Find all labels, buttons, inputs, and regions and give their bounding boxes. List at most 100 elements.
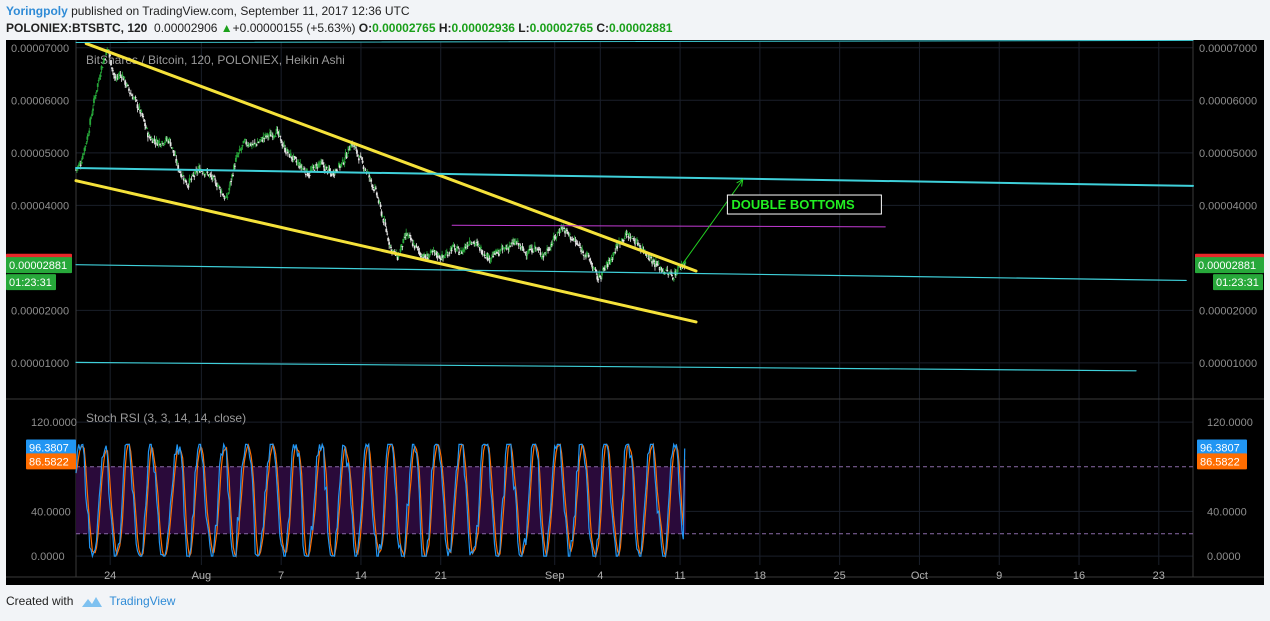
candle-body bbox=[224, 197, 227, 199]
chart-header: Yoringpoly published on TradingView.com,… bbox=[6, 3, 1264, 39]
candle-body bbox=[539, 252, 542, 255]
time-tick-label: 21 bbox=[435, 570, 447, 582]
candle-body bbox=[159, 143, 162, 146]
candle-body bbox=[492, 256, 495, 258]
candle-body bbox=[495, 249, 497, 254]
candle-body bbox=[255, 144, 258, 146]
candle-body bbox=[106, 48, 109, 51]
candle-body bbox=[477, 243, 479, 245]
candle-body bbox=[303, 168, 305, 170]
candle-body bbox=[353, 145, 356, 148]
candle-body bbox=[146, 132, 149, 138]
candle-body bbox=[122, 77, 125, 81]
candle-body bbox=[173, 154, 176, 156]
candle-body bbox=[225, 196, 228, 198]
candle-body bbox=[603, 268, 606, 270]
candle-body bbox=[169, 142, 172, 147]
candle-body bbox=[503, 247, 506, 249]
candle-body bbox=[677, 265, 680, 268]
candle-body bbox=[594, 268, 597, 270]
close-label: C: bbox=[596, 21, 610, 35]
candle-body bbox=[233, 164, 235, 170]
candle-body bbox=[339, 165, 341, 168]
candle-body bbox=[622, 240, 625, 242]
candle-body bbox=[351, 143, 354, 146]
candle-body bbox=[592, 267, 595, 269]
candle-body bbox=[605, 262, 608, 264]
candle-body bbox=[554, 237, 557, 239]
candle-body bbox=[170, 147, 173, 149]
candle-body bbox=[239, 149, 242, 151]
candle-body bbox=[341, 159, 344, 162]
candle-body bbox=[139, 109, 142, 114]
author-link[interactable]: Yoringpoly bbox=[6, 4, 68, 18]
candle-body bbox=[620, 238, 623, 241]
candle-body bbox=[626, 232, 629, 234]
candle-body bbox=[246, 144, 249, 146]
candle-body bbox=[164, 142, 166, 144]
candle-body bbox=[572, 238, 575, 240]
rsi-d-badge-right: 86.5822 bbox=[1197, 453, 1247, 470]
candle-body bbox=[490, 257, 493, 259]
candle-body bbox=[84, 145, 87, 147]
candle-body bbox=[396, 256, 399, 261]
candle-body bbox=[487, 254, 490, 258]
candle-body bbox=[450, 249, 453, 252]
tradingview-logo-icon bbox=[81, 596, 103, 608]
chart-area[interactable]: 0.00007000 0.00006000 0.00005000 0.00004000… bbox=[6, 40, 1264, 585]
candle-body bbox=[237, 152, 240, 155]
candle-body bbox=[213, 175, 216, 177]
candle-body bbox=[77, 164, 80, 166]
candle-body bbox=[87, 135, 90, 137]
chart-svg[interactable]: 0.00007000 0.00006000 0.00005000 0.00004000… bbox=[6, 40, 1264, 585]
candle-body bbox=[128, 88, 130, 91]
candle-body bbox=[551, 242, 554, 244]
candle-body bbox=[496, 251, 498, 254]
countdown-badge-left-text: 01:23:31 bbox=[9, 277, 52, 289]
candle-body bbox=[562, 227, 565, 229]
candle-body bbox=[241, 144, 244, 147]
close-price-badge-right-bg bbox=[1195, 257, 1264, 274]
candle-body bbox=[431, 250, 434, 252]
candle-body bbox=[252, 143, 255, 145]
candle-body bbox=[637, 242, 639, 246]
candle-body bbox=[414, 244, 417, 247]
candle-body bbox=[325, 166, 328, 168]
candle-body bbox=[373, 189, 375, 191]
price-tick-label: 0.00001000 bbox=[1199, 358, 1257, 370]
candle-body bbox=[456, 246, 459, 248]
tradingview-brand-link[interactable]: TradingView bbox=[109, 594, 176, 608]
up-arrow-icon: ▲ bbox=[220, 21, 233, 35]
candle-body bbox=[82, 154, 85, 156]
rsi-k-badge-left-text: 96.3807 bbox=[29, 442, 69, 454]
candle-body bbox=[390, 246, 392, 248]
candle-body bbox=[358, 155, 361, 158]
candle-body bbox=[279, 135, 282, 137]
candle-body bbox=[646, 255, 649, 257]
trendlines bbox=[74, 40, 1194, 372]
candle-body bbox=[249, 142, 251, 145]
candle-body bbox=[581, 248, 584, 250]
candle-body bbox=[111, 70, 114, 72]
candle-body bbox=[236, 155, 239, 157]
candle-body bbox=[174, 154, 177, 156]
candle-body bbox=[103, 58, 106, 61]
candle-body bbox=[110, 60, 112, 66]
candle-body bbox=[79, 164, 82, 166]
candle-body bbox=[253, 142, 256, 144]
candle-body bbox=[182, 178, 185, 181]
candle-body bbox=[583, 255, 585, 257]
trendline-resistance-magenta bbox=[451, 224, 886, 228]
rsi-d-badge-left-text: 86.5822 bbox=[29, 456, 69, 468]
candle-body bbox=[312, 166, 315, 168]
candle-body bbox=[380, 211, 383, 216]
time-tick-label: 14 bbox=[355, 570, 367, 582]
candle-body bbox=[666, 269, 669, 272]
candle-body bbox=[486, 256, 489, 261]
candle-body bbox=[340, 162, 343, 164]
candle-body bbox=[114, 77, 117, 79]
candle-body bbox=[489, 259, 492, 261]
rsi-d-badge-right-text: 86.5822 bbox=[1200, 456, 1240, 468]
candle-body bbox=[675, 273, 678, 275]
candle-body bbox=[346, 155, 349, 157]
